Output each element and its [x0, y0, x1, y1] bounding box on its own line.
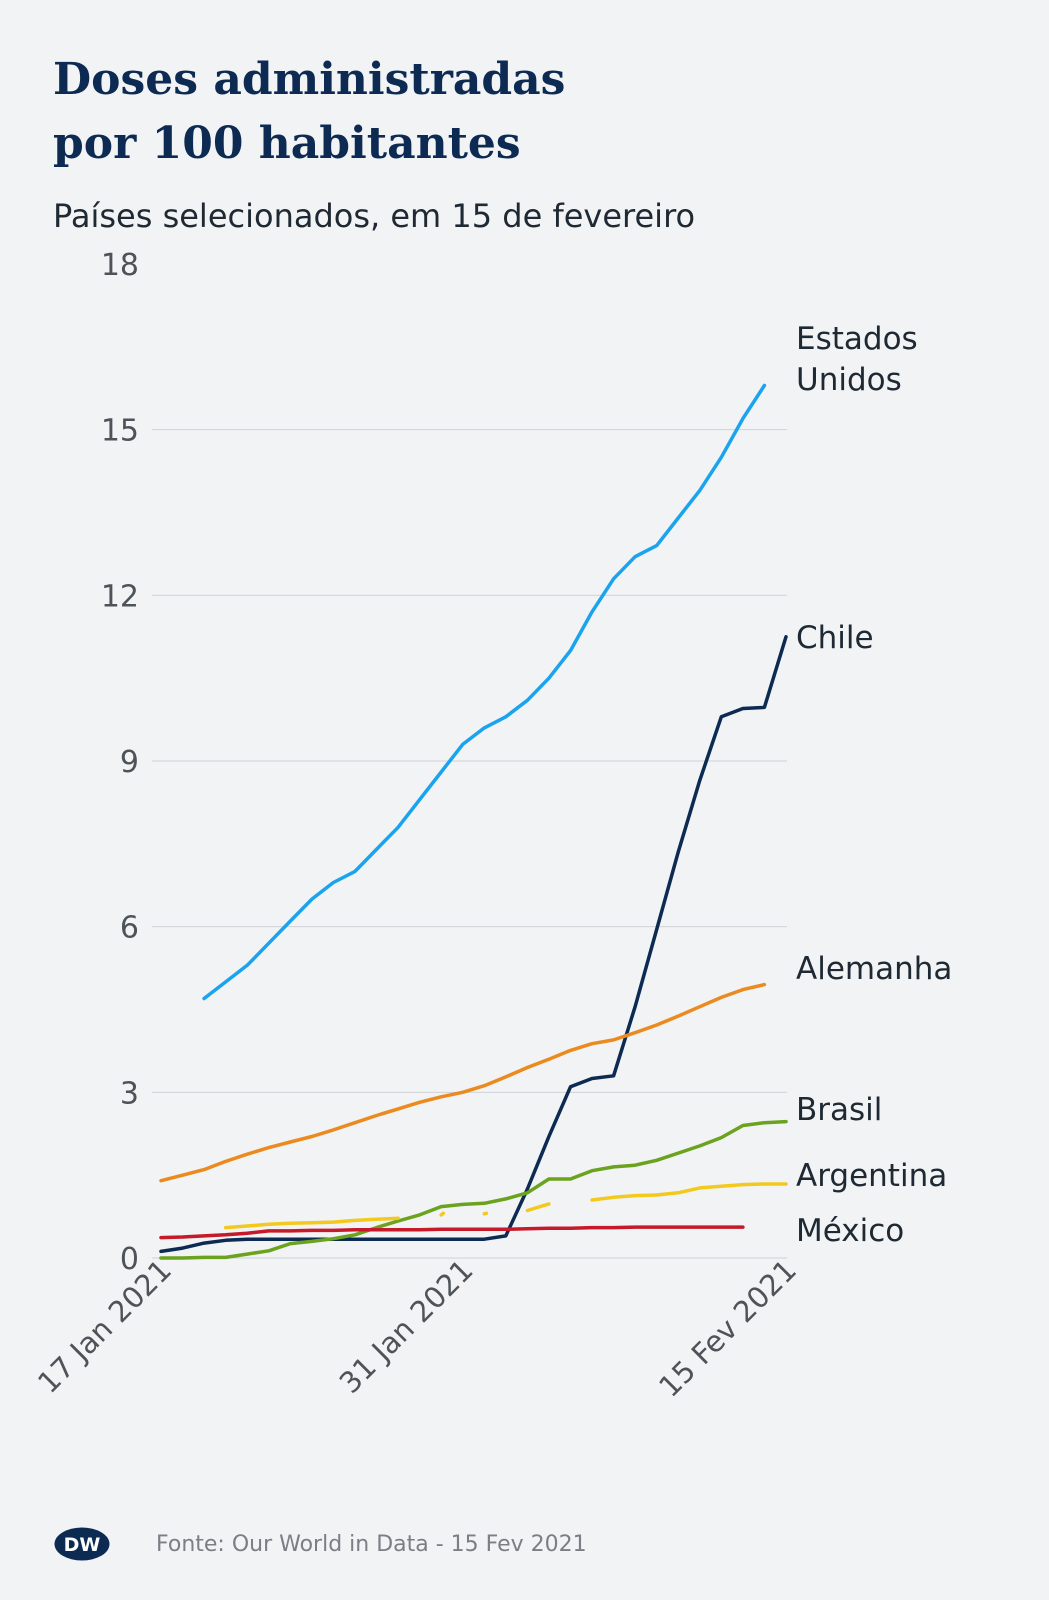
y-tick-label-0: 0: [120, 1242, 139, 1277]
chart-title-line-1: Doses administradas: [53, 54, 566, 105]
series-label-argentina: Argentina: [796, 1158, 947, 1194]
chart-title-line-2: por 100 habitantes: [53, 118, 521, 169]
y-tick-label-6: 6: [120, 911, 139, 946]
series-line-chile: [159, 635, 788, 1254]
series-label-brasil: Brasil: [796, 1092, 882, 1128]
series-line-argentina-segment-3: [482, 1211, 489, 1216]
dw-logo-icon: DW: [54, 1527, 110, 1561]
series-label-chile: Chile: [796, 620, 874, 656]
y-tick-label-9: 9: [120, 745, 139, 780]
series-label-mexico: México: [796, 1213, 904, 1249]
y-tick-label-18: 18: [101, 248, 139, 283]
series-label-estados-unidos-line-1: Estados: [796, 321, 918, 357]
x-tick-label-2: 31 Jan 2021: [333, 1253, 480, 1400]
series-label-estados-unidos-line-2: Unidos: [796, 362, 902, 398]
line-chart: 0 3 6 9 12 15 18 17 Jan 2021 31 Jan 2021 15 Fev 2…: [31, 248, 952, 1404]
x-tick-label-1: 17 Jan 2021: [31, 1253, 178, 1400]
series-label-alemanha: Alemanha: [796, 951, 952, 987]
series-line-estados-unidos: [202, 383, 767, 1001]
dw-logo-text: DW: [64, 1534, 101, 1556]
series-line-argentina-segment-2: [439, 1211, 446, 1217]
series-line-argentina-segment-4: [525, 1202, 551, 1213]
chart-subtitle: Países selecionados, em 15 de fevereiro: [53, 197, 696, 235]
series-line-alemanha: [159, 982, 767, 1183]
series-line-argentina-segment-1: [223, 1216, 400, 1230]
chart-title: Doses administradas por 100 habitantes: [53, 48, 773, 176]
y-tick-label-15: 15: [101, 414, 139, 449]
footer: DW Fonte: Our World in Data - 15 Fev 202…: [53, 1524, 587, 1564]
y-tick-label-3: 3: [120, 1076, 139, 1111]
source-note: Fonte: Our World in Data - 15 Fev 2021: [156, 1531, 587, 1557]
series-line-mexico: [159, 1225, 745, 1240]
y-tick-label-12: 12: [101, 579, 139, 614]
series-line-argentina-segment-5: [590, 1182, 788, 1202]
series-line-brasil: [159, 1119, 788, 1260]
x-tick-label-3: 15 Fev 2021: [652, 1253, 803, 1404]
